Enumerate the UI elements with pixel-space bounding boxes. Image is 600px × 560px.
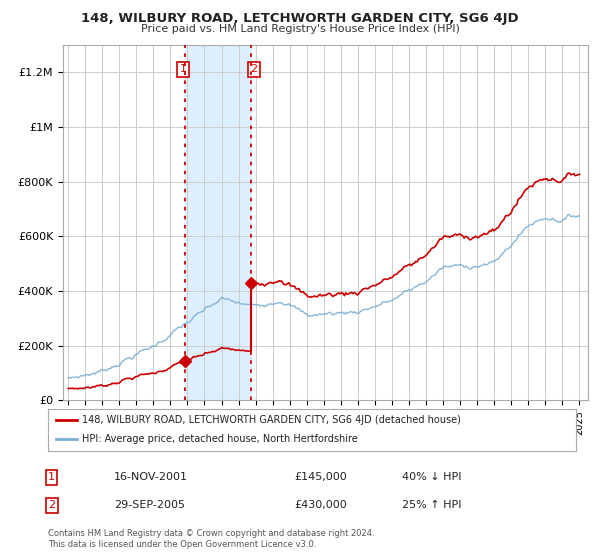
Text: 2: 2 bbox=[250, 64, 257, 74]
Text: 148, WILBURY ROAD, LETCHWORTH GARDEN CITY, SG6 4JD (detached house): 148, WILBURY ROAD, LETCHWORTH GARDEN CIT… bbox=[82, 415, 461, 425]
Text: 1: 1 bbox=[179, 64, 187, 74]
Text: 1: 1 bbox=[48, 472, 55, 482]
Text: 16-NOV-2001: 16-NOV-2001 bbox=[114, 472, 188, 482]
Text: 40% ↓ HPI: 40% ↓ HPI bbox=[402, 472, 461, 482]
Text: £430,000: £430,000 bbox=[294, 500, 347, 510]
Text: HPI: Average price, detached house, North Hertfordshire: HPI: Average price, detached house, Nort… bbox=[82, 435, 358, 445]
Text: £145,000: £145,000 bbox=[294, 472, 347, 482]
Text: Contains HM Land Registry data © Crown copyright and database right 2024.
This d: Contains HM Land Registry data © Crown c… bbox=[48, 529, 374, 549]
Bar bbox=[185, 45, 251, 400]
Text: 148, WILBURY ROAD, LETCHWORTH GARDEN CITY, SG6 4JD: 148, WILBURY ROAD, LETCHWORTH GARDEN CIT… bbox=[81, 12, 519, 25]
Text: 29-SEP-2005: 29-SEP-2005 bbox=[114, 500, 185, 510]
Text: 2: 2 bbox=[48, 500, 55, 510]
Text: 25% ↑ HPI: 25% ↑ HPI bbox=[402, 500, 461, 510]
Text: Price paid vs. HM Land Registry's House Price Index (HPI): Price paid vs. HM Land Registry's House … bbox=[140, 24, 460, 34]
